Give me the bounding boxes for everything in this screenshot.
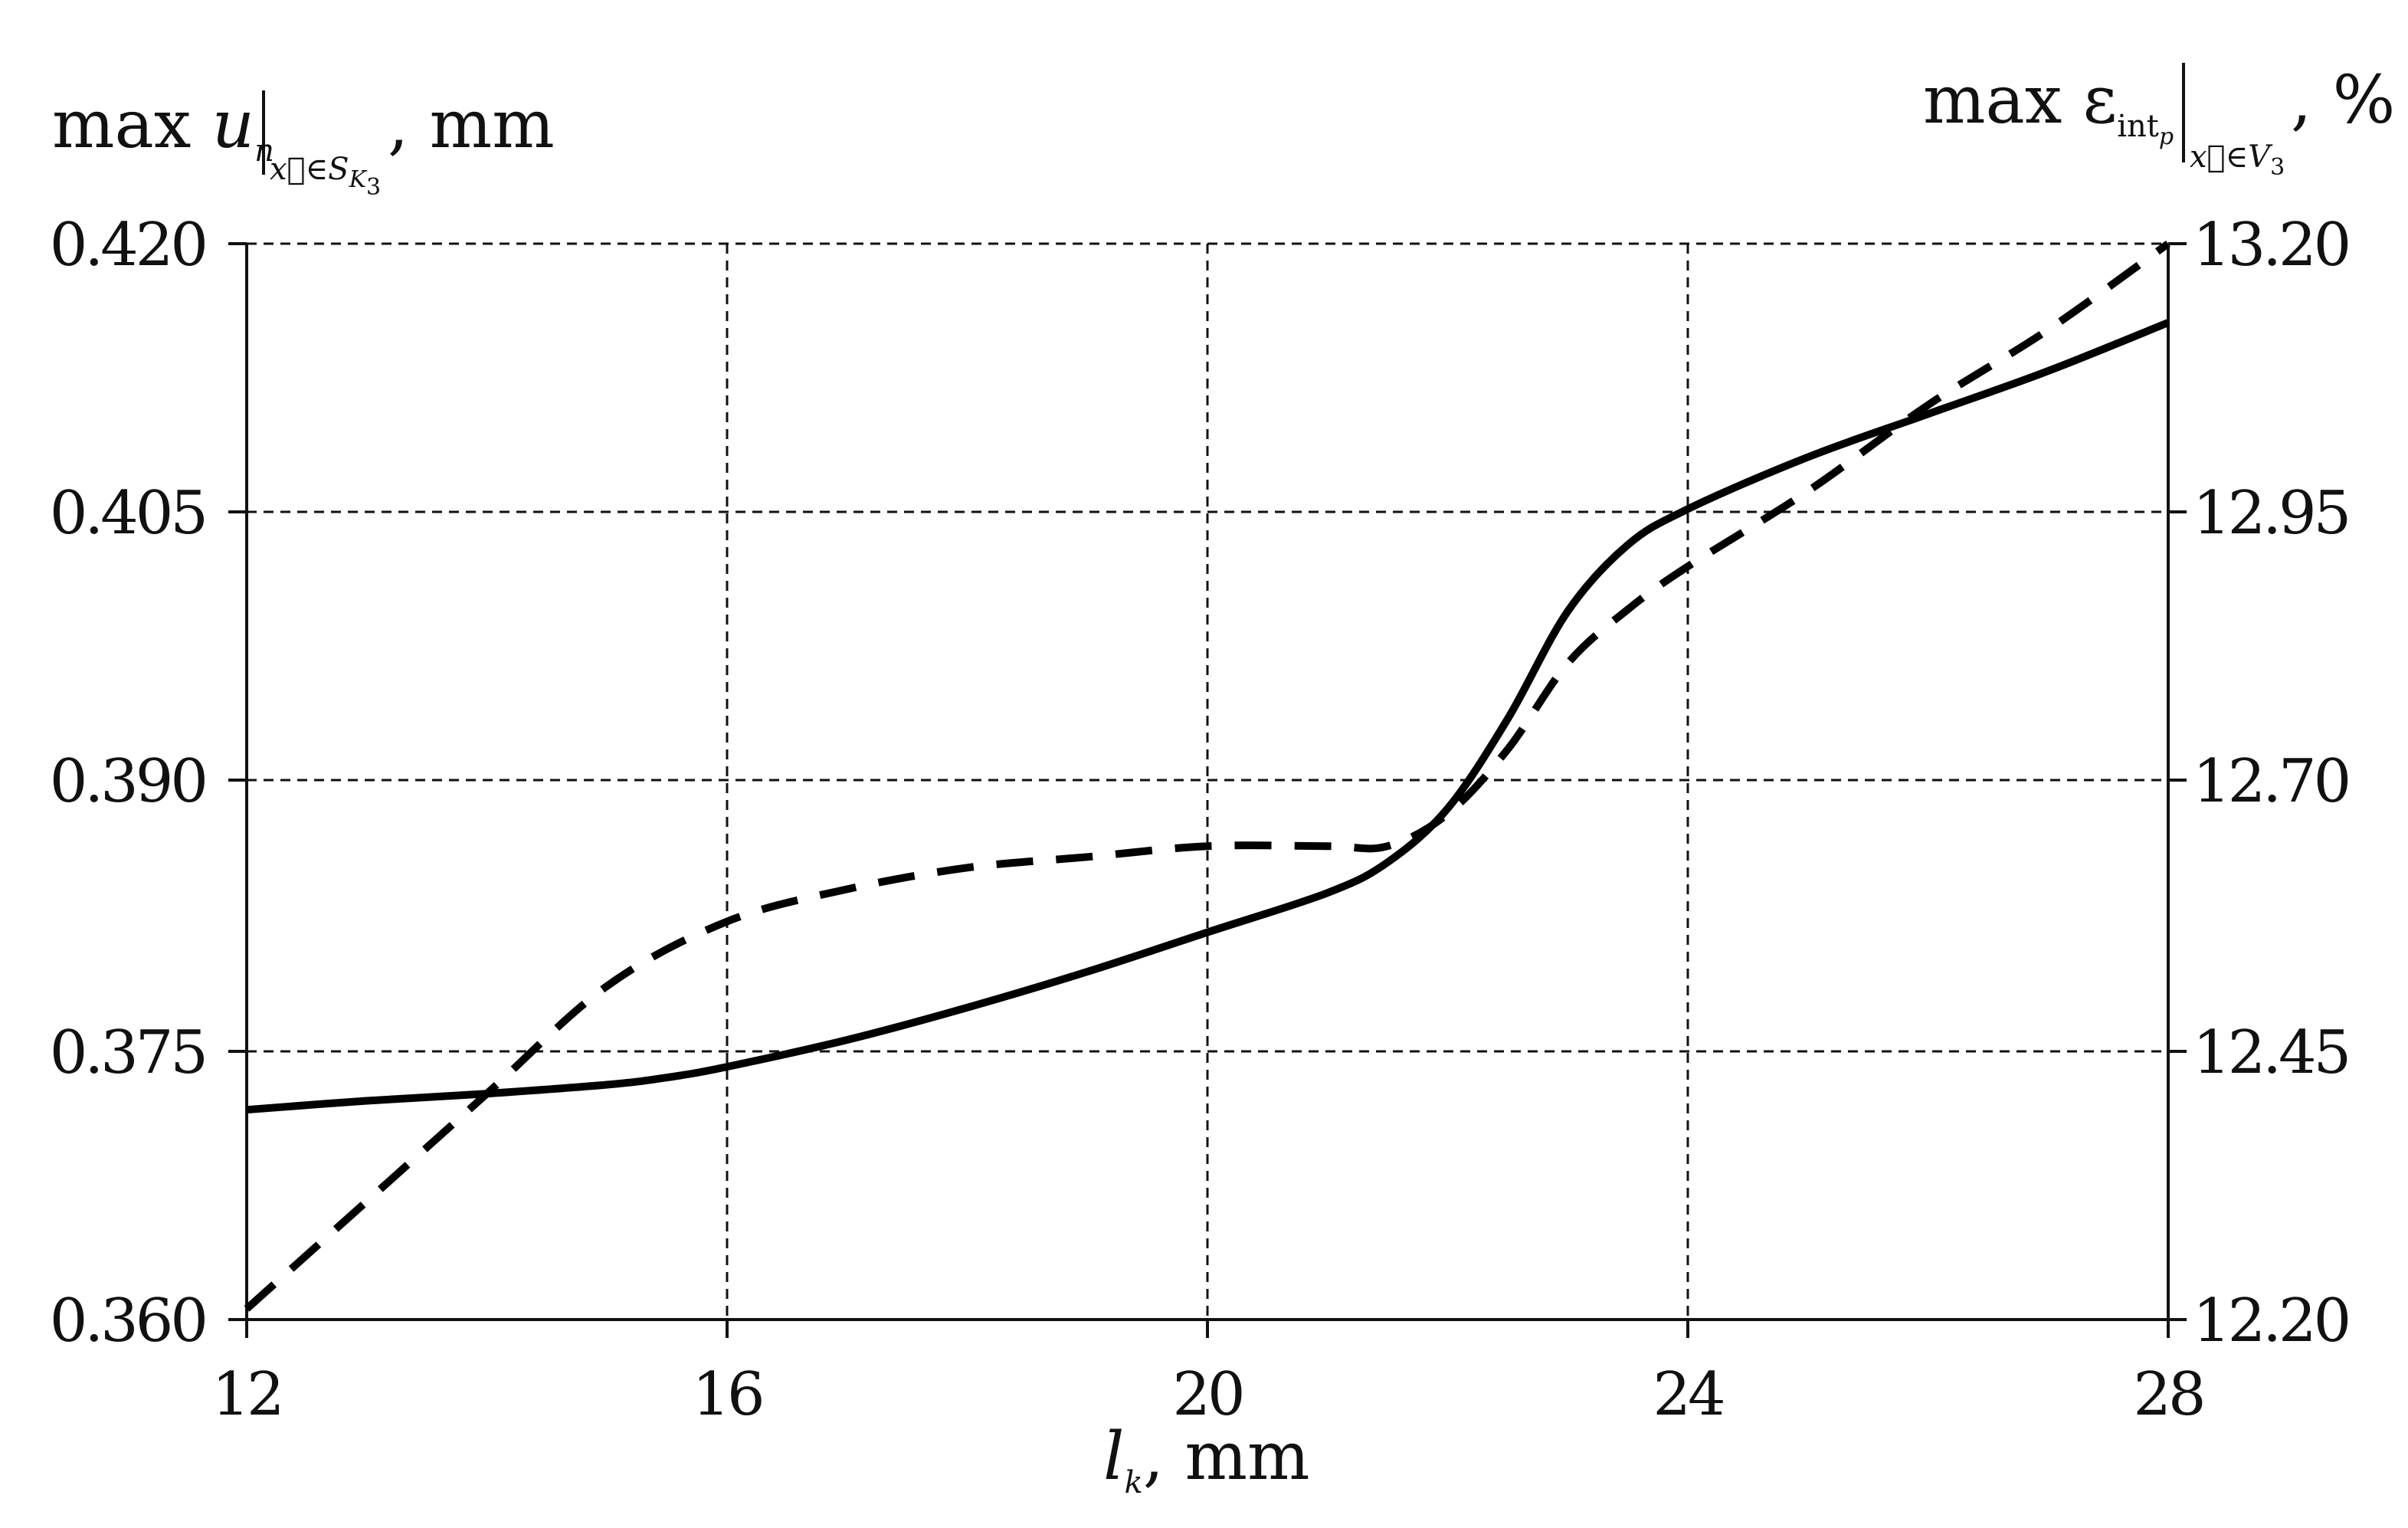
left-axis-title-var: u xyxy=(212,87,254,163)
right-tick-label: 13.20 xyxy=(2193,211,2348,280)
right-axis-title-sub2: p xyxy=(2159,123,2174,150)
right-tick-label: 12.70 xyxy=(2193,747,2348,816)
x-tick-labels: 12 16 20 24 28 xyxy=(211,1360,2206,1429)
left-axis-title-main: max un xyxy=(52,87,274,169)
left-axis-title-prefix: max xyxy=(52,87,212,163)
left-axis-eval: x⃗∈SK3 xyxy=(270,152,381,201)
left-tick-label: 0.375 xyxy=(50,1018,205,1087)
x-axis-title: lk, mm xyxy=(1103,1418,1310,1500)
left-tick-labels: 0.420 0.405 0.390 0.375 0.360 xyxy=(50,211,208,1356)
left-axis-title: max un x⃗∈SK3 , mm xyxy=(52,87,555,201)
x-axis-title-unit: , mm xyxy=(1143,1418,1310,1495)
left-axis-eval-sub2: 3 xyxy=(366,174,381,201)
right-tick-label: 12.45 xyxy=(2193,1018,2348,1087)
right-axis-title-sub: int xyxy=(2117,109,2159,144)
left-tick-label: 0.360 xyxy=(50,1287,205,1356)
right-axis-eval-sub: 3 xyxy=(2270,154,2285,181)
x-tick-label: 24 xyxy=(1653,1360,1723,1429)
x-axis-title-var: l xyxy=(1103,1418,1125,1495)
right-tick-label: 12.20 xyxy=(2193,1287,2348,1356)
right-axis-title-main: max εintp xyxy=(1923,62,2174,150)
grid xyxy=(247,242,2168,1320)
right-axis-eval: x⃗∈V3 xyxy=(2190,139,2285,181)
left-tick-label: 0.390 xyxy=(50,747,205,816)
tick-marks xyxy=(228,242,2187,1338)
right-axis-eval-domain: x⃗∈V xyxy=(2190,139,2273,175)
x-tick-label: 12 xyxy=(211,1360,281,1429)
right-tick-labels: 13.20 12.95 12.70 12.45 12.20 xyxy=(2193,211,2351,1356)
right-axis-title: max εintp x⃗∈V3 , % xyxy=(1923,62,2395,181)
x-axis-title-sub: k xyxy=(1125,1465,1143,1500)
right-axis-unit: , % xyxy=(2291,62,2395,139)
left-tick-label: 0.420 xyxy=(50,211,205,280)
left-axis-unit: , mm xyxy=(388,87,555,163)
x-tick-label: 20 xyxy=(1172,1360,1242,1429)
solid-series-line xyxy=(246,319,2170,1114)
x-tick-label: 16 xyxy=(692,1360,762,1429)
series-layer xyxy=(244,240,2170,1312)
right-tick-label: 12.95 xyxy=(2193,479,2348,548)
right-axis-title-prefix: max ε xyxy=(1923,62,2117,139)
left-axis-eval-sub: K xyxy=(349,166,368,193)
left-axis-eval-domain: x⃗∈S xyxy=(270,152,349,187)
dashed-series-line xyxy=(244,240,2170,1312)
left-tick-label: 0.405 xyxy=(50,479,205,548)
x-tick-label: 28 xyxy=(2133,1360,2203,1429)
axes xyxy=(228,242,2187,1338)
